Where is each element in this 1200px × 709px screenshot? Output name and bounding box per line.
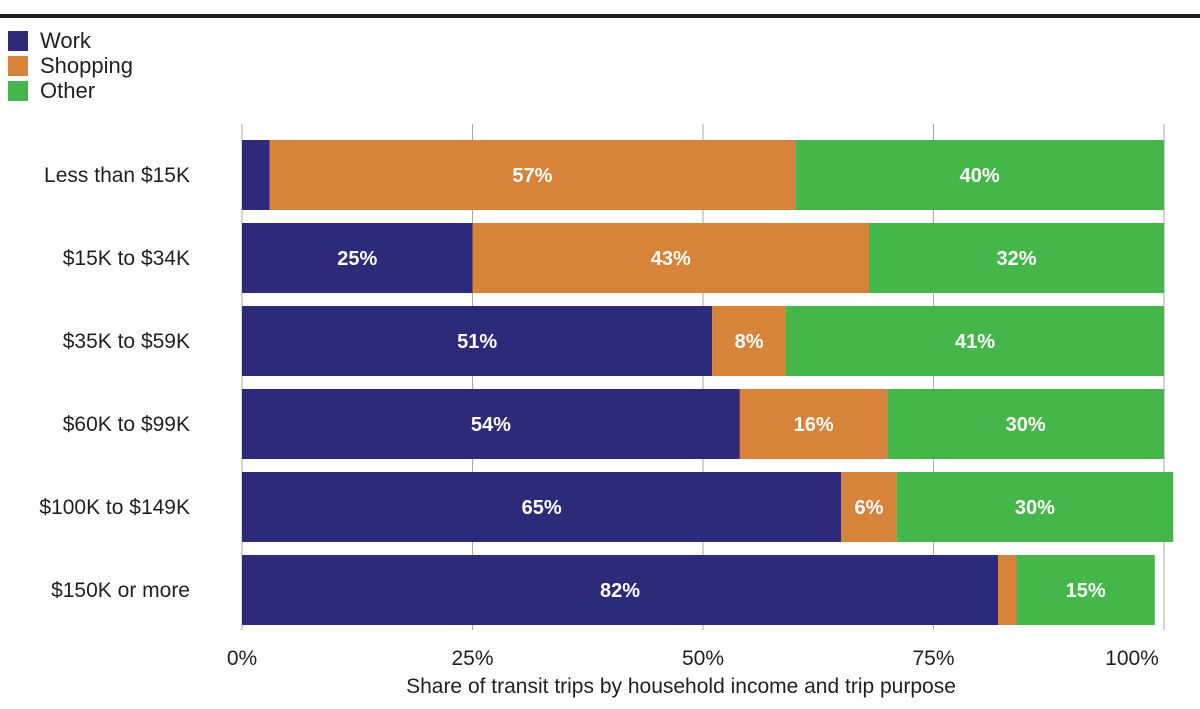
legend-swatch [8, 55, 28, 76]
data-label: 8% [735, 331, 764, 353]
bar-segment-shopping [998, 555, 1017, 625]
category-label: $100K to $149K [39, 496, 190, 519]
data-label: 82% [600, 580, 640, 602]
data-label: 30% [1006, 414, 1046, 436]
data-label: 51% [457, 331, 497, 353]
data-label: 15% [1066, 580, 1106, 602]
bar-segment-other [1016, 555, 1155, 625]
bar-segment-work [242, 140, 270, 210]
legend-item-work: Work [8, 28, 133, 53]
x-tick-labels: 0% 25% 50% 75% 100% [227, 647, 1159, 670]
legend-item-other: Other [8, 78, 133, 103]
legend-label: Shopping [40, 53, 133, 78]
bar-row-60k-to-99k: 54% 16% 30% [242, 389, 1164, 459]
data-label: 30% [1015, 497, 1055, 519]
x-tick-label: 50% [682, 647, 724, 670]
bar-row-100k-to-149k: 65% 6% 30% [242, 472, 1174, 542]
x-tick-label: 100% [1105, 647, 1159, 670]
legend: Work Shopping Other [8, 28, 133, 103]
data-label: 16% [794, 414, 834, 436]
bar-row-35k-to-59k: 51% 8% 41% [242, 306, 1164, 376]
bar-row-less-than-15k: 57% 40% [242, 140, 1164, 210]
bar-segment-shopping [712, 306, 786, 376]
x-axis-label: Share of transit trips by household inco… [406, 675, 956, 698]
legend-label: Other [40, 78, 96, 103]
bar-segment-other [887, 389, 1164, 459]
bar-segment-work [242, 389, 740, 459]
legend-label: Work [40, 28, 91, 53]
x-tick-label: 75% [912, 647, 954, 670]
data-label: 41% [955, 331, 995, 353]
bars: 57% 40% 25% 43% 32% 51% 8% 41% 54% 16% 30% 65% 6% 30%… [242, 140, 1174, 625]
data-label: 54% [471, 414, 511, 436]
category-label: $15K to $34K [63, 247, 190, 270]
data-label: 65% [522, 497, 562, 519]
bar-segment-other [785, 306, 1164, 376]
bar-segment-shopping [472, 223, 869, 293]
category-label: $35K to $59K [63, 330, 190, 353]
legend-swatch [8, 30, 28, 51]
data-label: 32% [996, 248, 1036, 270]
data-label: 40% [960, 165, 1000, 187]
bar-segment-other [868, 223, 1164, 293]
bar-segment-other [795, 140, 1164, 210]
bar-row-15k-to-34k: 25% 43% 32% [242, 223, 1164, 293]
bar-segment-work [242, 306, 713, 376]
bar-segment-work [242, 223, 473, 293]
bar-segment-work [242, 555, 999, 625]
category-label: Less than $15K [44, 164, 190, 187]
bar-segment-shopping [269, 140, 796, 210]
data-label: 43% [651, 248, 691, 270]
bar-segment-shopping [739, 389, 888, 459]
data-label: 57% [512, 165, 552, 187]
bar-segment-work [242, 472, 842, 542]
data-label: 6% [855, 497, 884, 519]
legend-swatch [8, 80, 28, 101]
category-label: $60K to $99K [63, 413, 190, 436]
bar-row-150k-or-more: 82% 15% [242, 555, 1155, 625]
bar-segment-other [896, 472, 1174, 542]
x-tick-label: 25% [451, 647, 493, 670]
data-label: 25% [337, 248, 377, 270]
top-rule [0, 14, 1200, 18]
category-labels: Less than $15K $15K to $34K $35K to $59K $6… [39, 164, 190, 602]
bar-segment-shopping [841, 472, 897, 542]
category-label: $150K or more [51, 579, 190, 602]
legend-item-shopping: Shopping [8, 53, 133, 78]
x-tick-label: 0% [227, 647, 257, 670]
